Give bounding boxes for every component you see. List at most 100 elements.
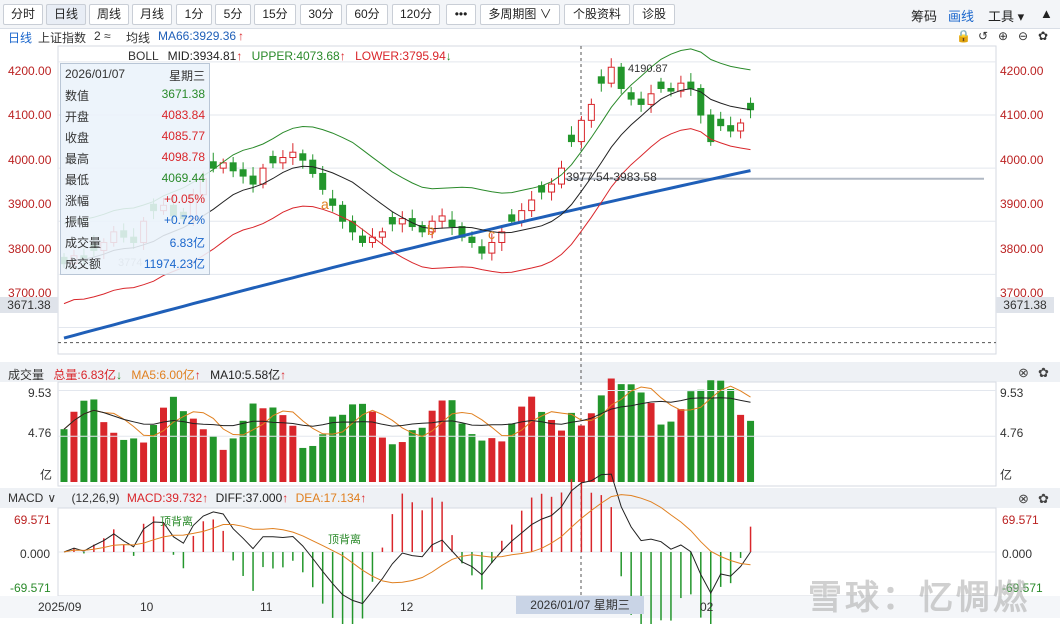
stock-profile-button[interactable]: 个股资料 <box>564 4 630 25</box>
macd-settings-icon[interactable]: ✿ <box>1038 491 1049 506</box>
remove-icon[interactable]: ⊖ <box>1018 29 1029 43</box>
collapse-icon[interactable]: ▲ <box>1040 6 1053 21</box>
tab-weekly[interactable]: 周线 <box>89 4 129 25</box>
ma-label: 均线 <box>126 31 151 45</box>
volume-bar <box>130 438 138 482</box>
volume-settings-icon[interactable]: ✿ <box>1038 365 1049 380</box>
ma66-up-arrow: ↑ <box>238 29 244 43</box>
chips-button[interactable]: 筹码 <box>911 9 938 24</box>
volume-bar <box>657 424 665 482</box>
volume-bar <box>199 429 207 482</box>
macd-axis-right-1: 0.000 <box>1002 547 1033 561</box>
volume-bar <box>179 411 187 482</box>
volume-ma10-line <box>63 397 751 430</box>
tab-1min[interactable]: 1分 <box>176 4 212 25</box>
add-icon[interactable]: ⊕ <box>998 29 1009 43</box>
tab-monthly[interactable]: 月线 <box>132 4 172 25</box>
macd-dropdown-icon[interactable]: ∨ <box>47 491 57 505</box>
volume-bar <box>349 404 357 482</box>
tools-dropdown[interactable]: 工具 ▾ <box>988 9 1025 24</box>
vol-axis-left-1: 4.76 <box>28 426 52 440</box>
volume-bar <box>707 380 715 482</box>
tab-120min[interactable]: 120分 <box>392 4 440 25</box>
top-divergence-2: 顶背离 <box>328 534 361 546</box>
chart-header: 日线 上证指数 2 ≈ 均线 MA66:3929.36 ↑ 🔒 ↺ ⊕ ⊖ ✿ <box>0 28 1060 46</box>
info-row-close: 收盘 4085.77 <box>65 129 205 145</box>
macd-axis-left-1: 0.000 <box>20 547 51 561</box>
tab-60min[interactable]: 60分 <box>346 4 388 25</box>
info-row-open: 开盘 4083.84 <box>65 108 205 124</box>
volume-bar <box>120 439 128 482</box>
index-name: 上证指数 <box>38 31 87 45</box>
boll-upper: UPPER:4073.68 <box>251 49 340 63</box>
volume-bar <box>398 442 406 482</box>
volume-ma5: MA5:6.00亿 <box>131 368 195 382</box>
draw-line-button[interactable]: 画线 <box>948 9 975 24</box>
volume-bar <box>558 430 565 482</box>
volume-bar <box>617 384 625 482</box>
volume-close-icon[interactable]: ⊗ <box>1018 365 1029 380</box>
volume-ma5-line <box>63 385 751 437</box>
macd-close-icon[interactable]: ⊗ <box>1018 491 1029 506</box>
candle-body <box>498 231 506 243</box>
volume-bar <box>518 406 526 482</box>
boll-mid-arrow: ↑ <box>236 49 243 63</box>
diff-line <box>63 473 751 605</box>
vol-axis-left-2: 亿 <box>40 468 53 482</box>
candle-body <box>657 81 665 89</box>
settings-icon[interactable]: ✿ <box>1038 29 1049 43</box>
macd-axis-right-2: -69.571 <box>1002 581 1043 595</box>
volume-label: 成交量 <box>8 368 45 382</box>
wave-b-label: b <box>427 222 435 238</box>
quote-info-panel: 2026/01/07 星期三 数值 3671.38 开盘 4083.84 收盘 408… <box>60 63 210 275</box>
diagnose-button[interactable]: 诊股 <box>633 4 675 25</box>
candle-body <box>637 98 645 105</box>
undo-icon[interactable]: ↺ <box>978 29 989 43</box>
tab-5min[interactable]: 5分 <box>215 4 251 25</box>
tab-daily[interactable]: 日线 <box>46 4 86 25</box>
info-row-high: 最高 4098.78 <box>65 150 205 166</box>
candle-body <box>418 224 426 233</box>
price-axis-right-4: 3800.00 <box>1000 242 1044 256</box>
candle-body <box>548 183 556 193</box>
dea-line <box>63 494 751 584</box>
boll-legend: BOLL MID:3934.81↑ UPPER:4073.68↑ LOWER:3… <box>128 49 452 63</box>
candle-body <box>607 66 615 84</box>
volume-panel <box>57 381 997 487</box>
macd-header-bar <box>0 488 1060 508</box>
boll-mid: MID:3934.81 <box>167 49 237 63</box>
vol-axis-right-0: 9.53 <box>1000 386 1024 400</box>
x-cursor-tag: 2026/01/07 星期三 <box>516 596 644 614</box>
volume-bar <box>299 447 307 482</box>
period-label: 日线 <box>8 31 33 45</box>
volume-bar <box>538 411 546 482</box>
price-axis-right-2: 4000.00 <box>1000 153 1044 167</box>
volume-bar <box>388 444 396 482</box>
candle-body <box>339 204 347 222</box>
macd-label[interactable]: MACD <box>8 491 44 505</box>
price-panel <box>57 45 997 355</box>
macd-axis-left-2: -69.571 <box>10 581 51 595</box>
candle-body <box>687 81 695 89</box>
volume-bar <box>110 432 118 482</box>
multi-period-dropdown[interactable]: 多周期图 ∨ <box>480 4 560 25</box>
boll-label: BOLL <box>128 49 159 63</box>
more-button[interactable]: ••• <box>446 4 476 25</box>
info-row-amplitude: 振幅 +0.72% <box>65 213 205 229</box>
tab-30min[interactable]: 30分 <box>300 4 342 25</box>
info-weekday: 星期三 <box>168 69 205 83</box>
volume-bar <box>239 420 247 482</box>
candle-body <box>697 87 705 116</box>
tab-intraday[interactable]: 分时 <box>3 4 43 25</box>
candle-body <box>428 220 436 233</box>
candle-body <box>647 93 655 105</box>
tab-15min[interactable]: 15分 <box>254 4 296 25</box>
candle-body <box>259 167 267 185</box>
count-toggle[interactable]: 2 ≈ <box>94 29 111 43</box>
volume-bar <box>508 423 516 482</box>
volume-bar <box>160 407 167 482</box>
x-label-4: 02 <box>700 600 714 614</box>
volume-bar <box>329 416 337 482</box>
lock-icon[interactable]: 🔒 <box>956 29 971 43</box>
